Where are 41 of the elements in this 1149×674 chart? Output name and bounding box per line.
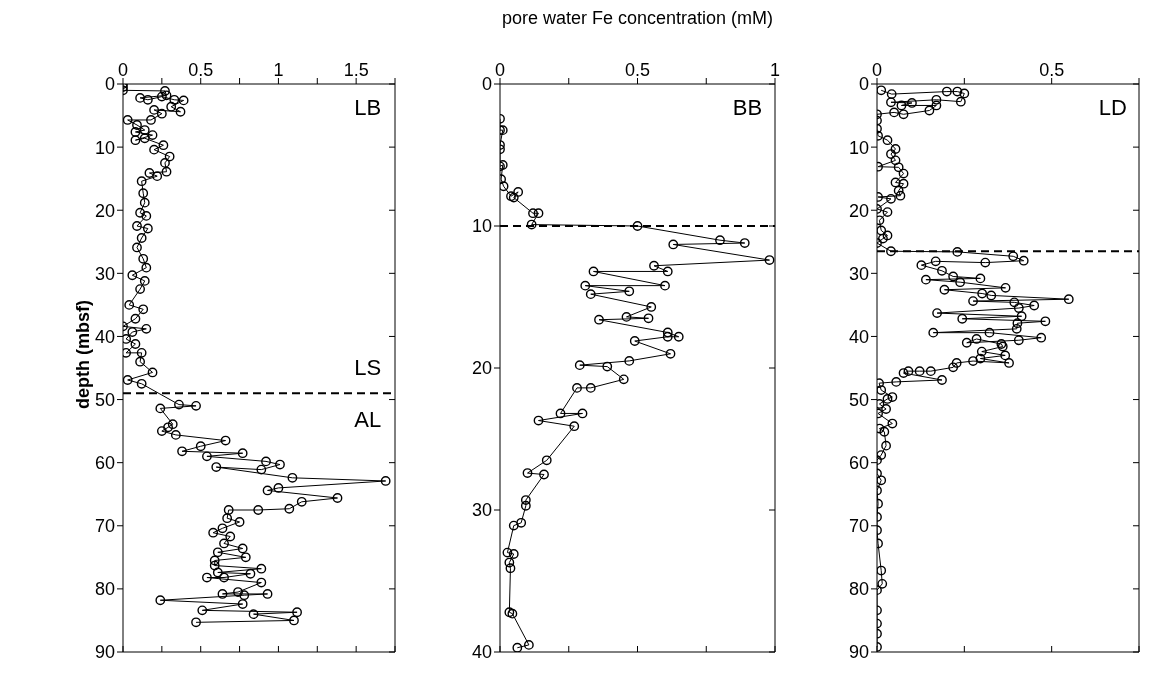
x-tick-label: 1 <box>273 60 284 80</box>
y-axis-title: depth (mbsf) <box>72 299 94 411</box>
annotation: LS <box>354 355 382 381</box>
y-tick-label: 80 <box>848 579 869 600</box>
x-tick-label: 0 <box>871 60 883 80</box>
y-tick-label: 90 <box>94 642 115 663</box>
y-tick-label: 20 <box>471 358 492 379</box>
y-tick-label: 60 <box>94 453 115 474</box>
y-tick-label: 60 <box>848 453 869 474</box>
y-tick-label: 70 <box>94 516 115 537</box>
y-tick-label: 40 <box>94 326 115 347</box>
y-tick-label: 20 <box>94 200 115 221</box>
x-tick-label: 0 <box>117 60 129 80</box>
annotation: LB <box>354 94 382 120</box>
y-tick-label: 30 <box>94 263 115 284</box>
x-tick-label: 1.5 <box>343 60 369 80</box>
y-tick-label: 10 <box>94 137 115 158</box>
y-tick-label: 0 <box>104 74 115 95</box>
y-tick-label: 90 <box>848 642 869 663</box>
x-tick-label: 0.5 <box>624 60 651 80</box>
y-tick-label: 80 <box>94 579 115 600</box>
y-tick-label: 50 <box>848 389 869 410</box>
x-axis-title: pore water Fe concentration (mM) <box>500 8 775 29</box>
y-tick-label: 30 <box>471 500 492 521</box>
y-tick-label: 10 <box>848 137 869 158</box>
x-tick-label: 1 <box>769 60 781 80</box>
annotation: BB <box>732 94 763 120</box>
y-tick-label: 70 <box>848 516 869 537</box>
y-tick-label: 50 <box>94 389 115 410</box>
x-tick-label: 0.5 <box>1039 60 1065 80</box>
y-tick-label: 10 <box>471 216 492 237</box>
y-tick-label: 20 <box>848 200 869 221</box>
annotation: AL <box>354 406 382 432</box>
y-tick-label: 0 <box>481 74 492 95</box>
y-tick-label: 0 <box>858 74 869 95</box>
x-tick-label: 0 <box>494 60 506 80</box>
annotation: LD <box>1098 94 1127 120</box>
y-tick-label: 40 <box>471 642 492 663</box>
x-tick-label: 0.5 <box>188 60 214 80</box>
y-tick-label: 40 <box>848 326 869 347</box>
y-tick-label: 30 <box>848 263 869 284</box>
